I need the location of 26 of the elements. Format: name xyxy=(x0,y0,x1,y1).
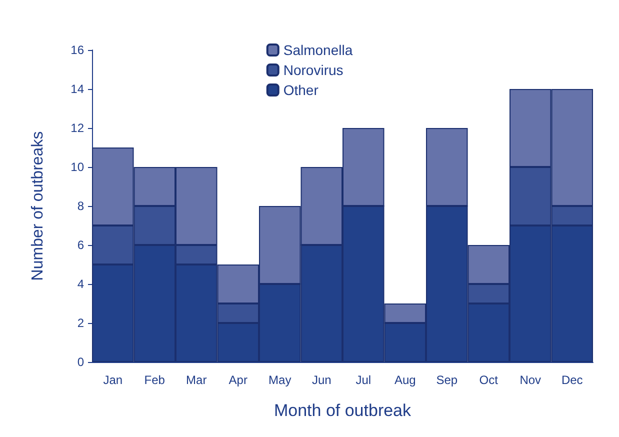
y-tick-label: 12 xyxy=(70,121,84,135)
y-tick-label: 0 xyxy=(77,355,84,369)
y-tick-label: 10 xyxy=(70,160,84,174)
x-tick-label: Oct xyxy=(479,373,499,387)
x-tick-label: Apr xyxy=(228,373,248,387)
x-axis-title: Month of outbreak xyxy=(274,401,412,420)
x-tick-label: Sep xyxy=(436,373,458,387)
x-tick-label: Jun xyxy=(312,373,332,387)
y-tick-label: 14 xyxy=(70,82,84,96)
y-axis-title: Number of outbreaks xyxy=(30,131,46,281)
x-tick-label: Feb xyxy=(144,373,166,387)
x-tick-label: Nov xyxy=(520,373,542,387)
y-tick-label: 4 xyxy=(77,277,84,291)
y-tick-label: 6 xyxy=(77,238,84,252)
x-tick-label: Jul xyxy=(356,373,372,387)
x-tick-label: Dec xyxy=(561,373,583,387)
legend-label: Salmonella xyxy=(283,42,353,58)
x-tick-label: Mar xyxy=(186,373,207,387)
y-tick-label: 2 xyxy=(77,316,84,330)
legend-label: Norovirus xyxy=(283,62,344,78)
y-tick-label: 16 xyxy=(70,43,84,57)
x-tick-label: May xyxy=(268,373,292,387)
x-tick-label: Jan xyxy=(103,373,123,387)
y-tick-label: 8 xyxy=(77,199,84,213)
legend-label: Other xyxy=(283,82,319,98)
x-tick-label: Aug xyxy=(394,373,416,387)
